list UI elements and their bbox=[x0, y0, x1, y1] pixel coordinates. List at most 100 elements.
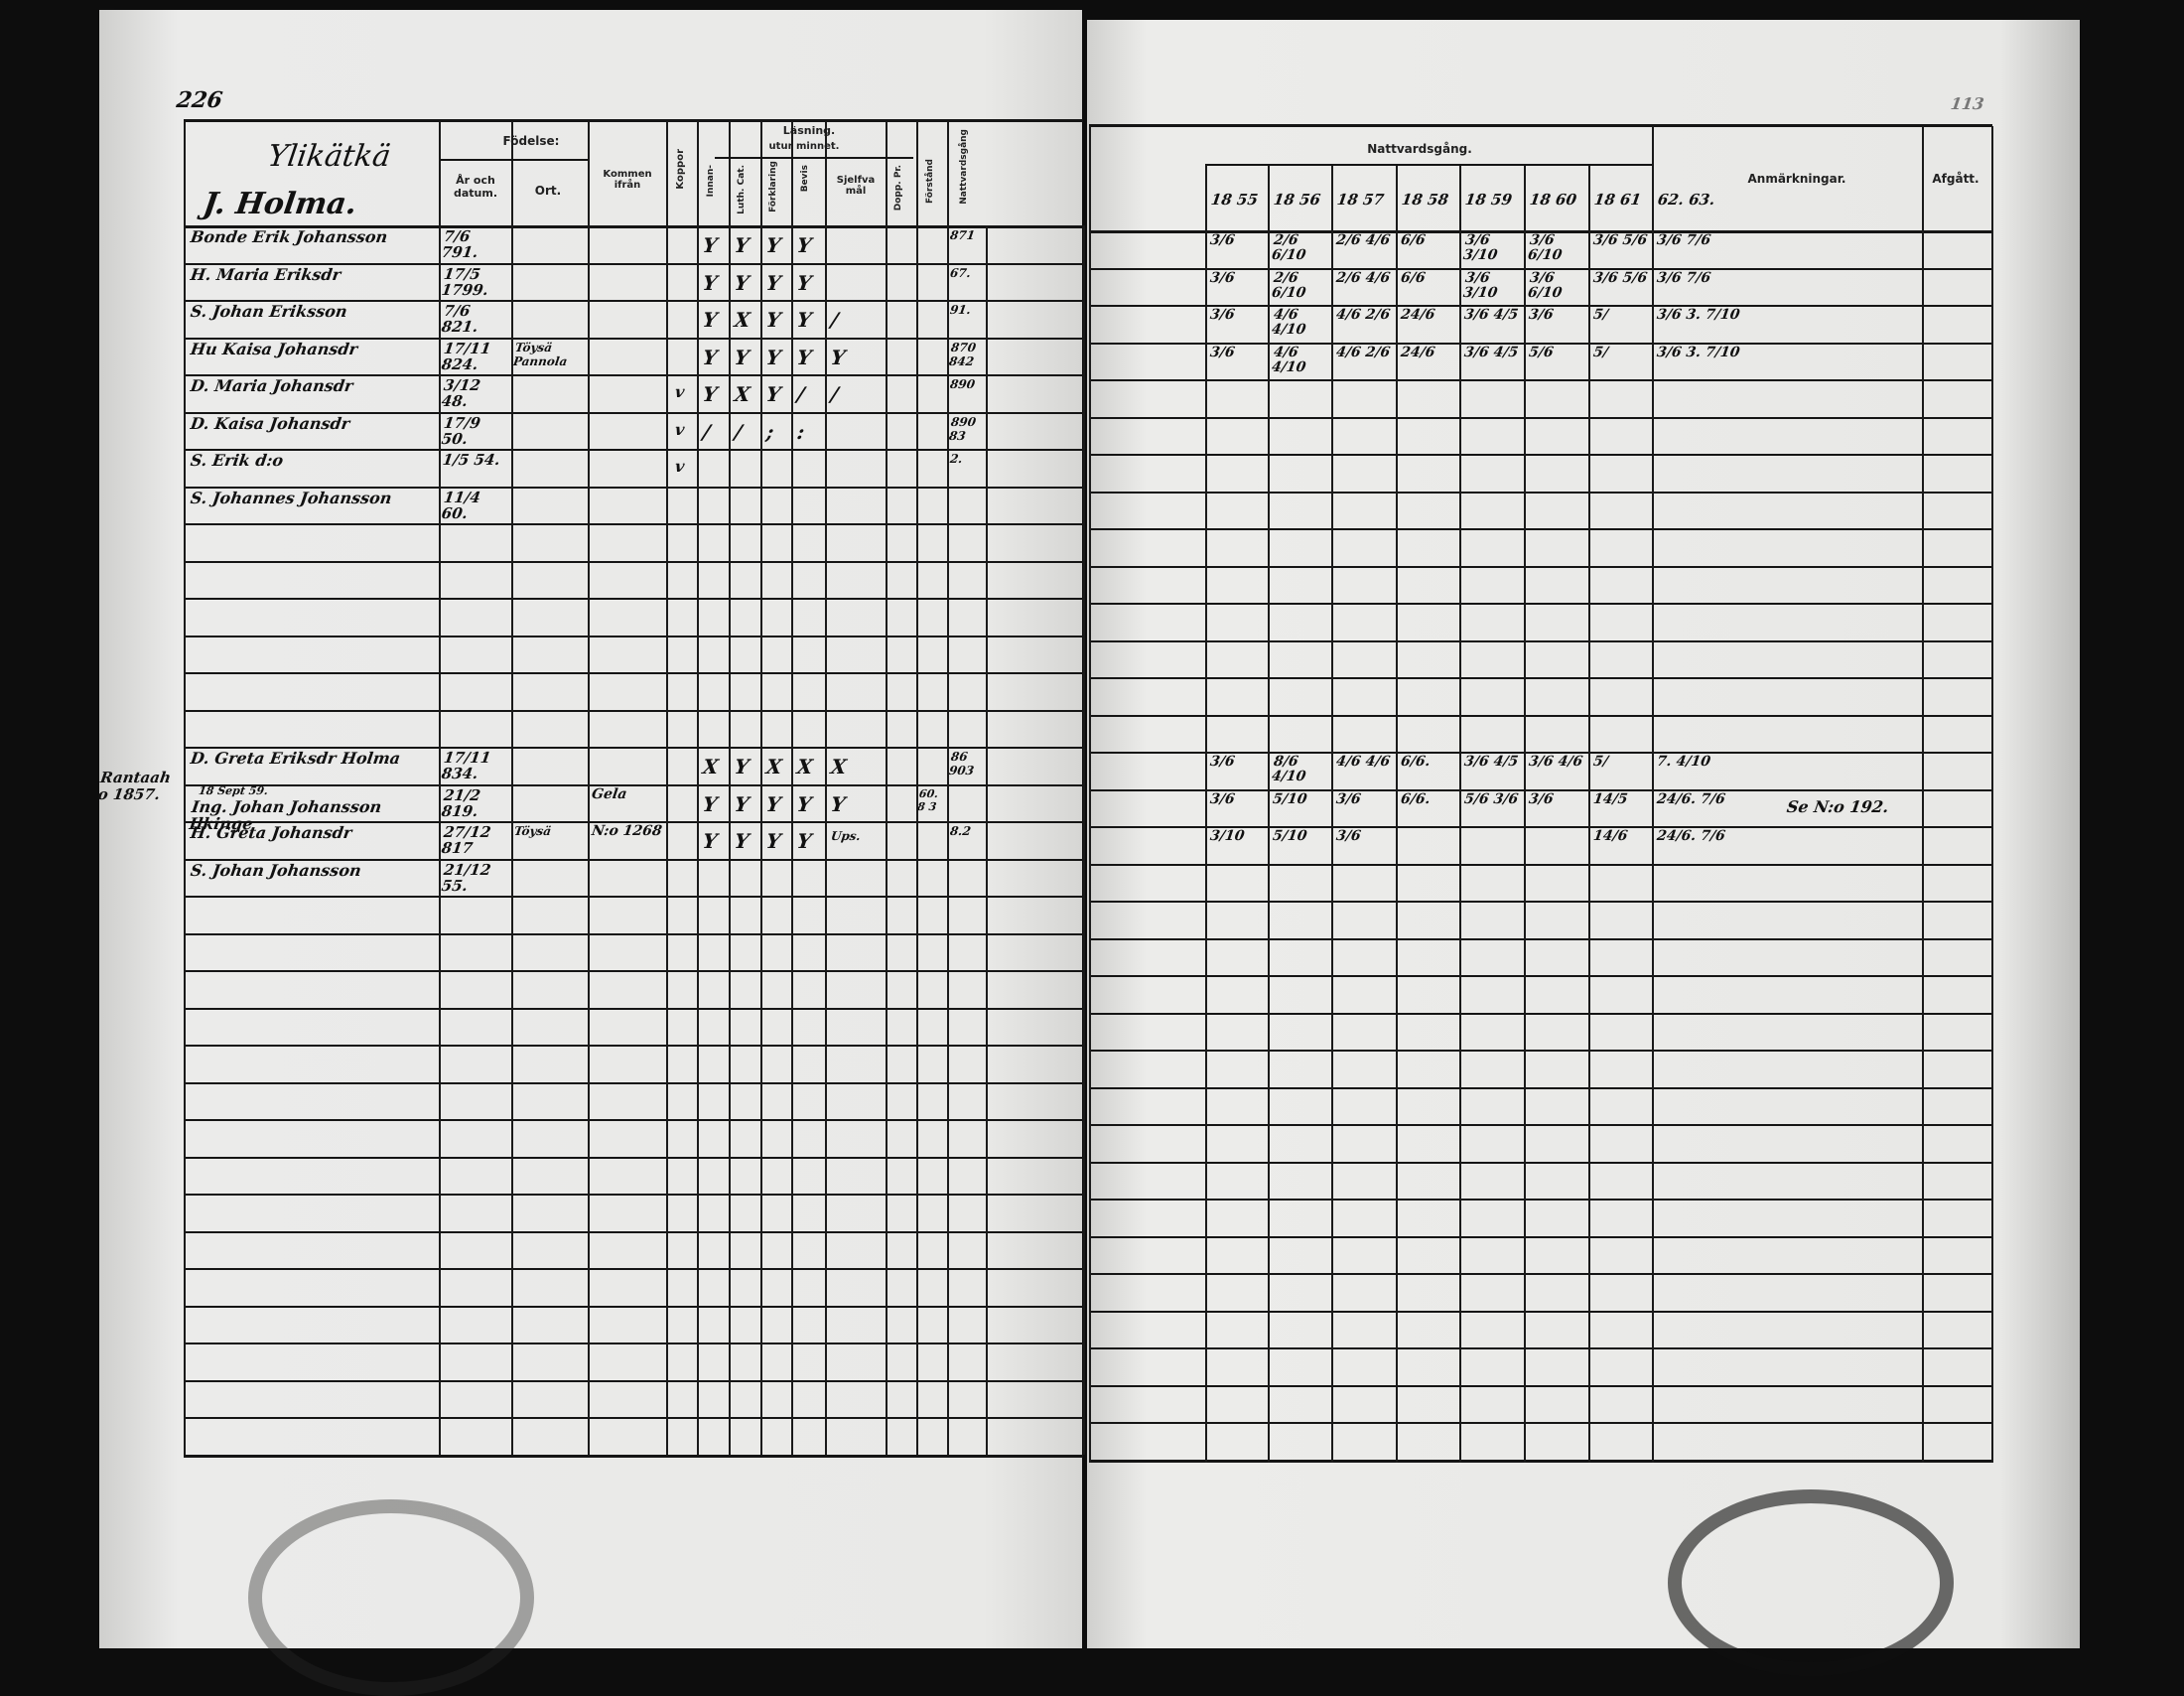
column-rule bbox=[729, 121, 731, 1455]
row-rule bbox=[184, 1379, 1083, 1382]
communion-cell: 2/6 6/10 bbox=[1270, 269, 1307, 301]
entry-name: S. Johan Johansson bbox=[189, 860, 363, 880]
communion-cell: 5/ bbox=[1591, 307, 1610, 323]
communion-cell: 5/6 3/6 bbox=[1462, 790, 1520, 807]
row-rule bbox=[184, 1230, 1083, 1233]
row-rule bbox=[184, 709, 1083, 712]
communion-cell: 3/6 bbox=[1334, 790, 1362, 807]
column-rule bbox=[1396, 164, 1398, 1463]
header-forklaring: Förklaring bbox=[768, 161, 778, 212]
reading-mark: X bbox=[733, 308, 752, 332]
header-subrule bbox=[715, 157, 913, 159]
year-header: 62. 63. bbox=[1656, 191, 1716, 209]
communion-cell: 24/6. 7/6 bbox=[1655, 828, 1726, 844]
row-rule bbox=[184, 672, 1083, 674]
communion-cell: 3/6 4/5 bbox=[1462, 344, 1520, 360]
row-rule bbox=[184, 337, 1083, 340]
entry-born: 21/2 819. bbox=[440, 785, 482, 820]
entry-born: 17/11 824. bbox=[440, 339, 492, 373]
row-rule bbox=[1089, 826, 1992, 828]
header-dopp: Dopp. Pr. bbox=[893, 165, 903, 212]
row-rule bbox=[1089, 937, 1992, 940]
row-rule bbox=[184, 1268, 1083, 1270]
row-rule bbox=[1089, 901, 1992, 903]
column-rule bbox=[697, 121, 699, 1455]
header-ort: Ort. bbox=[534, 184, 562, 198]
row-rule bbox=[1089, 1161, 1992, 1164]
entry-born: 21/12 55. bbox=[440, 860, 492, 895]
communion-cell: 3/6 7/6 bbox=[1655, 232, 1712, 248]
row-rule bbox=[184, 598, 1083, 600]
village-title: Ylikätkä bbox=[265, 139, 393, 174]
row-rule bbox=[184, 1417, 1083, 1419]
corner-mark: 113 bbox=[1949, 94, 1985, 113]
communion-cell: 5/10 bbox=[1271, 790, 1308, 807]
column-rule bbox=[1331, 164, 1333, 1463]
entry-extra: 60.8 3 bbox=[916, 786, 939, 813]
header-innan: Innan- bbox=[706, 165, 716, 198]
communion-cell: 5/ bbox=[1591, 344, 1610, 360]
row-rule bbox=[1089, 863, 1992, 866]
row-rule bbox=[1089, 1235, 1992, 1238]
communion-cell: 4/6 4/10 bbox=[1270, 344, 1307, 375]
column-rule bbox=[1268, 164, 1270, 1463]
communion-cell: 2/6 6/10 bbox=[1270, 232, 1307, 263]
entry-name: Bonde Erik Johansson bbox=[189, 227, 389, 246]
row-rule bbox=[184, 1343, 1083, 1344]
column-rule bbox=[1524, 164, 1526, 1463]
row-rule bbox=[1089, 342, 1992, 345]
row-rule bbox=[184, 262, 1083, 265]
row-rule bbox=[1089, 565, 1992, 568]
entry-born: 1/5 54. bbox=[441, 451, 501, 469]
row-rule bbox=[184, 635, 1083, 637]
row-rule bbox=[184, 560, 1083, 563]
communion-cell: 6/6. bbox=[1399, 754, 1432, 770]
entry-name: Hu Kaisa Johansdr bbox=[189, 339, 359, 358]
entry-born: 17/9 50. bbox=[440, 413, 482, 448]
year-header: 18 60 bbox=[1528, 191, 1578, 209]
column-rule bbox=[666, 121, 668, 1455]
communion-cell: 3/6 bbox=[1208, 790, 1236, 807]
row-rule bbox=[1089, 1384, 1992, 1387]
communion-cell: 3/6 bbox=[1208, 344, 1236, 360]
header-bevis: Bevis bbox=[800, 165, 810, 193]
row-rule bbox=[184, 896, 1083, 898]
year-header: 18 55 bbox=[1209, 191, 1260, 209]
communion-cell: 3/6 bbox=[1527, 790, 1555, 807]
communion-cell: 3/6 bbox=[1208, 307, 1236, 323]
communion-cell: 24/6. 7/6 bbox=[1655, 790, 1726, 807]
reading-mark: Ups. bbox=[830, 829, 862, 843]
header-nattvard-left: Nattvardsgång bbox=[959, 129, 969, 205]
entry-born: 7/6 821. bbox=[440, 302, 479, 336]
column-rule bbox=[947, 121, 949, 1455]
row-rule bbox=[1089, 752, 1992, 754]
entry-name: S. Johan Eriksson bbox=[189, 302, 349, 321]
communion-cell: 6/6 bbox=[1399, 232, 1427, 248]
communion-cell: 3/6 7/6 bbox=[1655, 269, 1712, 286]
row-rule bbox=[184, 783, 1083, 786]
row-rule bbox=[1089, 305, 1992, 307]
reading-mark: X bbox=[764, 755, 784, 778]
communion-cell: 3/6 4/5 bbox=[1462, 307, 1520, 323]
row-rule bbox=[184, 1194, 1083, 1196]
row-rule bbox=[1089, 714, 1992, 717]
row-rule bbox=[1089, 1422, 1992, 1424]
row-rule bbox=[184, 858, 1083, 861]
header-koppor: Koppor bbox=[675, 149, 686, 190]
communion-cell: 3/6 3. 7/10 bbox=[1655, 344, 1741, 360]
row-rule bbox=[1089, 1310, 1992, 1313]
header-forstand: Förstånd bbox=[925, 159, 935, 204]
entry-name: S. Erik d:o bbox=[189, 451, 285, 470]
entry-number: 890 bbox=[949, 377, 977, 391]
column-rule bbox=[511, 121, 513, 1455]
header-utur-minnet: utur minnet. bbox=[768, 141, 840, 152]
year-header: 18 61 bbox=[1592, 191, 1643, 209]
row-rule bbox=[1089, 1012, 1992, 1015]
column-rule bbox=[916, 121, 918, 1455]
communion-cell: 3/6 3/10 bbox=[1461, 232, 1499, 263]
row-rule bbox=[184, 1454, 1083, 1458]
row-rule bbox=[1089, 1199, 1992, 1201]
row-rule bbox=[184, 523, 1083, 525]
row-rule bbox=[1089, 1459, 1992, 1463]
communion-cell: 3/6 5/6 bbox=[1591, 269, 1649, 286]
